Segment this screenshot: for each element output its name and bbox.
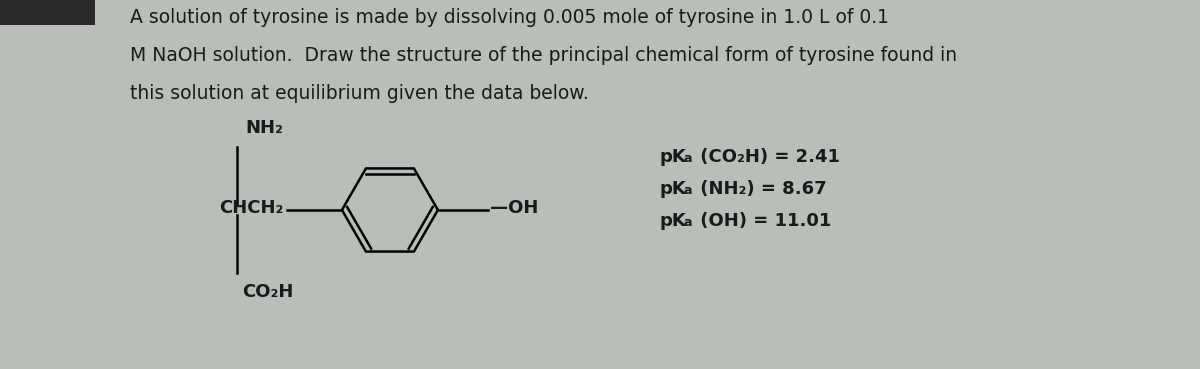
Text: —OH: —OH	[490, 199, 539, 217]
Text: pK: pK	[660, 180, 686, 198]
Text: a: a	[684, 184, 692, 197]
Text: (OH) = 11.01: (OH) = 11.01	[694, 212, 832, 230]
Text: (CO₂H) = 2.41: (CO₂H) = 2.41	[694, 148, 840, 166]
Text: NH₂: NH₂	[245, 119, 283, 137]
Text: a: a	[684, 152, 692, 165]
Text: CHCH₂: CHCH₂	[220, 199, 284, 217]
Text: (NH₂) = 8.67: (NH₂) = 8.67	[694, 180, 827, 198]
Text: a: a	[684, 216, 692, 229]
Text: CO₂H: CO₂H	[242, 283, 293, 301]
Text: A solution of tyrosine is made by dissolving 0.005 mole of tyrosine in 1.0 L of : A solution of tyrosine is made by dissol…	[130, 8, 889, 27]
Text: this solution at equilibrium given the data below.: this solution at equilibrium given the d…	[130, 84, 589, 103]
Bar	[0, 0, 95, 25]
Text: pK: pK	[660, 148, 686, 166]
Text: pK: pK	[660, 212, 686, 230]
Text: M NaOH solution.  Draw the structure of the principal chemical form of tyrosine : M NaOH solution. Draw the structure of t…	[130, 46, 958, 65]
